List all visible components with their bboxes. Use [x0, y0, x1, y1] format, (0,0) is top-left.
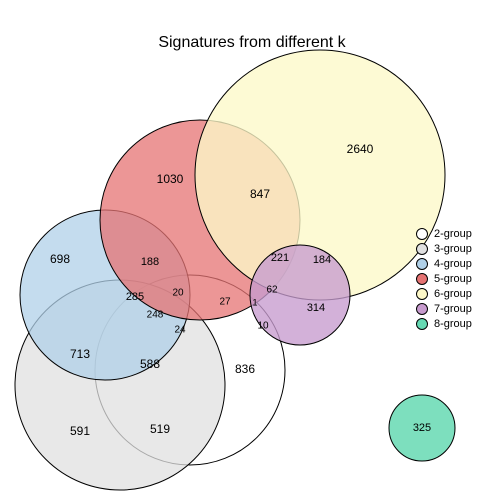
venn-count: 248	[147, 310, 164, 321]
legend-swatch	[416, 288, 428, 300]
legend-swatch	[416, 243, 428, 255]
legend-label: 3-group	[434, 243, 472, 255]
venn-count: 836	[235, 362, 255, 376]
venn-count: 20	[172, 288, 184, 299]
legend-item: 2-group	[416, 226, 472, 241]
legend-label: 4-group	[434, 258, 472, 270]
legend-swatch	[416, 273, 428, 285]
legend-item: 6-group	[416, 286, 472, 301]
venn-count: 519	[150, 422, 170, 436]
venn-count: 314	[307, 302, 325, 314]
venn-count: 184	[313, 254, 331, 266]
venn-count: 10	[257, 321, 269, 332]
venn-count: 1	[252, 297, 257, 307]
venn-count: 588	[140, 357, 160, 371]
legend-label: 7-group	[434, 303, 472, 315]
venn-count: 188	[141, 256, 159, 268]
venn-count: 285	[126, 291, 144, 303]
legend-label: 5-group	[434, 273, 472, 285]
legend-item: 7-group	[416, 301, 472, 316]
venn-count: 24	[174, 325, 186, 336]
legend-swatch	[416, 318, 428, 330]
legend-swatch	[416, 303, 428, 315]
legend-item: 4-group	[416, 256, 472, 271]
venn-count: 1030	[157, 172, 184, 186]
legend-swatch	[416, 228, 428, 240]
venn-count: 698	[50, 252, 70, 266]
legend-item: 5-group	[416, 271, 472, 286]
legend-label: 6-group	[434, 288, 472, 300]
venn-count: 221	[271, 252, 289, 264]
legend-item: 3-group	[416, 241, 472, 256]
legend-label: 8-group	[434, 318, 472, 330]
venn-count: 325	[413, 422, 431, 434]
venn-count: 27	[219, 297, 231, 308]
venn-count: 713	[70, 347, 90, 361]
venn-count: 591	[70, 424, 90, 438]
venn-count: 62	[266, 285, 278, 296]
legend-swatch	[416, 258, 428, 270]
venn-count: 2640	[347, 142, 374, 156]
venn-count: 847	[250, 187, 270, 201]
legend-item: 8-group	[416, 316, 472, 331]
legend-label: 2-group	[434, 228, 472, 240]
